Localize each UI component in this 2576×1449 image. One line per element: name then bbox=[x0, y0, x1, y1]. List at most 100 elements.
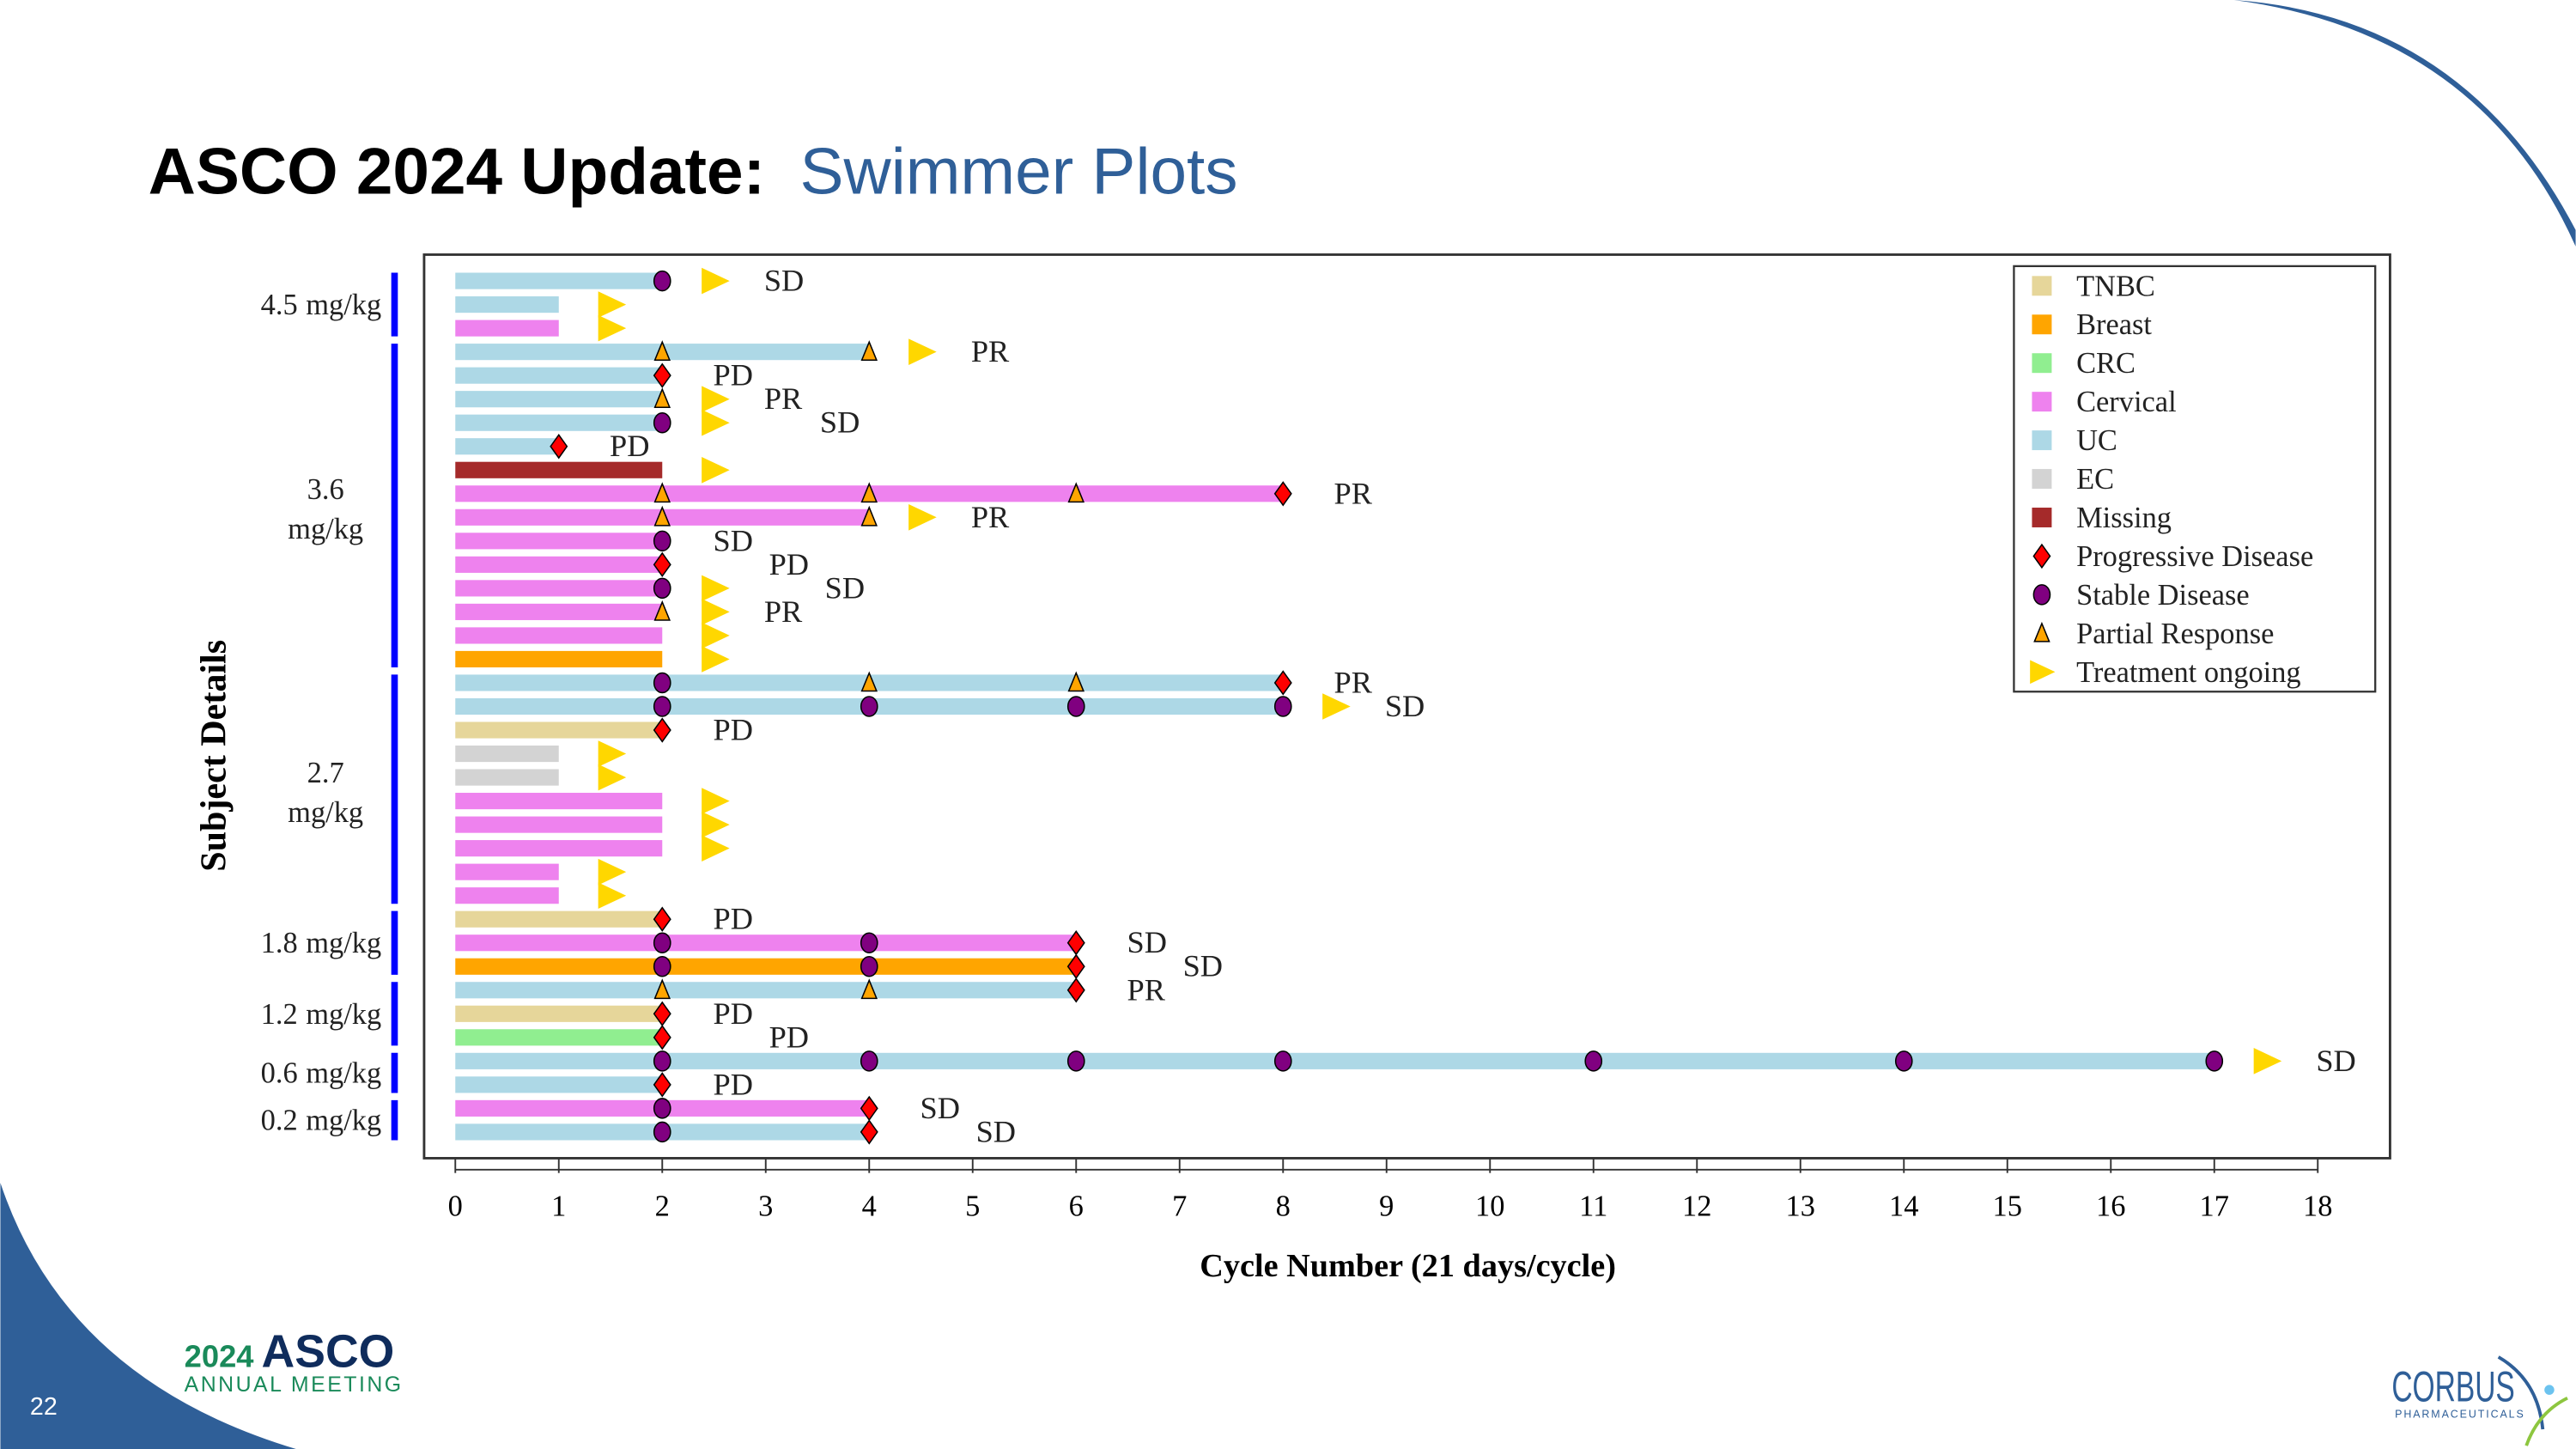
subject-bar bbox=[455, 721, 663, 739]
response-label: PD bbox=[769, 1020, 809, 1054]
subject-row bbox=[455, 764, 627, 791]
subject-row: PR bbox=[455, 972, 1166, 1007]
response-label: PR bbox=[971, 334, 1010, 368]
response-label: PR bbox=[1334, 476, 1373, 510]
dose-unit: mg/kg bbox=[306, 1105, 381, 1137]
subject-row: PR bbox=[455, 381, 803, 416]
partial-response-marker bbox=[653, 387, 671, 409]
subject-bar bbox=[455, 840, 663, 857]
page-title: ASCO 2024 Update: Swimmer Plots bbox=[149, 136, 1238, 209]
stable-disease-marker bbox=[653, 932, 671, 953]
response-label: PD bbox=[769, 547, 809, 581]
legend-swatch bbox=[2032, 430, 2052, 451]
treatment-ongoing-arrow bbox=[2253, 1048, 2282, 1075]
x-axis: 0 1 2 3 4 5 6 7 8 9 10 11 12 13 14 15 16 17 18 bbox=[448, 1158, 2332, 1222]
dose-label: 0.6 mg/kg bbox=[261, 1057, 382, 1090]
stable-disease-marker bbox=[860, 696, 878, 717]
dose-value: 1.8 bbox=[261, 927, 298, 959]
x-tick-label: 4 bbox=[862, 1190, 877, 1222]
subject-bar bbox=[455, 461, 663, 478]
response-label: SD bbox=[820, 405, 860, 440]
response-label: SD bbox=[764, 264, 804, 298]
response-label: PD bbox=[714, 996, 753, 1031]
top-right-swoosh bbox=[2233, 0, 2576, 247]
asco-logo-sub: ANNUAL MEETING bbox=[185, 1373, 401, 1397]
dose-unit: mg/kg bbox=[306, 289, 381, 321]
progressive-disease-marker bbox=[653, 551, 671, 578]
partial-response-marker bbox=[653, 505, 671, 527]
stable-disease-marker bbox=[1273, 696, 1292, 717]
subject-row bbox=[455, 291, 627, 318]
x-tick-label: 7 bbox=[1172, 1190, 1187, 1222]
x-tick-label: 17 bbox=[2200, 1190, 2229, 1222]
subject-row: PD bbox=[455, 1020, 809, 1054]
subject-bar bbox=[455, 556, 663, 573]
legend: TNBC Breast CRC Cervical UC EC Missing Progress… bbox=[2013, 265, 2377, 693]
subject-row bbox=[455, 622, 730, 649]
subject-row: PD bbox=[455, 1067, 753, 1101]
subject-row bbox=[455, 835, 730, 861]
treatment-ongoing-arrow bbox=[702, 409, 730, 436]
stable-disease-marker bbox=[653, 411, 671, 434]
stable-disease-marker bbox=[653, 270, 671, 292]
treatment-ongoing-arrow bbox=[702, 811, 730, 838]
dose-groups: 4.5 mg/kg3.6mg/kg2.7mg/kg1.8 mg/kg1.2 mg/kg… bbox=[261, 272, 398, 1141]
subject-bar bbox=[455, 320, 559, 337]
x-tick-label: 1 bbox=[551, 1190, 566, 1222]
progressive-disease-marker bbox=[550, 434, 568, 460]
response-label: PR bbox=[1334, 665, 1373, 699]
subject-row: PD bbox=[455, 547, 809, 581]
subject-bar bbox=[455, 1005, 663, 1022]
partial-response-marker bbox=[860, 978, 878, 1000]
partial-response-marker bbox=[860, 340, 878, 361]
response-label: PR bbox=[764, 381, 803, 416]
partial-response-marker bbox=[2033, 621, 2050, 642]
treatment-ongoing-arrow bbox=[598, 858, 627, 886]
title-accent: Swimmer Plots bbox=[799, 136, 1237, 209]
progressive-disease-marker bbox=[653, 362, 671, 388]
subject-bar bbox=[455, 863, 559, 880]
dose-value: 3.6 bbox=[307, 473, 344, 506]
treatment-ongoing-arrow bbox=[908, 338, 937, 365]
response-label: SD bbox=[714, 523, 753, 557]
dose-label: 0.2 mg/kg bbox=[261, 1105, 382, 1137]
legend-swatch bbox=[2032, 353, 2052, 374]
subject-row: PR bbox=[455, 594, 803, 629]
progressive-disease-marker bbox=[653, 1072, 671, 1098]
subject-bar bbox=[455, 1052, 2215, 1069]
dose-value: 0.2 bbox=[261, 1105, 298, 1137]
subject-row bbox=[455, 788, 730, 814]
legend-label: Progressive Disease bbox=[2076, 540, 2313, 573]
subject-bar bbox=[455, 272, 663, 289]
partial-response-marker bbox=[653, 600, 671, 621]
dose-unit: mg/kg bbox=[306, 1057, 381, 1090]
treatment-ongoing-arrow bbox=[702, 599, 730, 625]
legend-frame bbox=[2013, 265, 2377, 693]
legend-label: Missing bbox=[2076, 502, 2172, 534]
response-label: SD bbox=[825, 570, 865, 605]
progressive-disease-marker bbox=[1273, 481, 1292, 507]
subject-bar bbox=[455, 910, 663, 928]
x-tick-label: 13 bbox=[1786, 1190, 1815, 1222]
treatment-ongoing-arrow bbox=[702, 267, 730, 295]
dose-unit: mg/kg bbox=[288, 513, 363, 545]
treatment-ongoing-arrow bbox=[702, 646, 730, 673]
subject-row bbox=[455, 314, 627, 342]
stable-disease-marker bbox=[653, 530, 671, 552]
subject-row: SD bbox=[455, 264, 804, 298]
treatment-ongoing-arrow bbox=[1322, 693, 1351, 720]
bottom-left-swoosh bbox=[0, 1183, 296, 1449]
treatment-ongoing-arrow bbox=[702, 788, 730, 814]
partial-response-marker bbox=[860, 671, 878, 692]
x-tick-label: 12 bbox=[1682, 1190, 1711, 1222]
subject-row: PD bbox=[455, 712, 753, 746]
subject-bar bbox=[455, 887, 559, 904]
treatment-ongoing-arrow bbox=[702, 456, 730, 484]
stable-disease-marker bbox=[653, 1098, 671, 1119]
treatment-ongoing-arrow bbox=[598, 314, 627, 342]
stable-disease-marker bbox=[653, 956, 671, 977]
legend-swatch bbox=[2032, 508, 2052, 527]
subject-row bbox=[455, 740, 627, 767]
treatment-ongoing-arrow bbox=[598, 882, 627, 909]
